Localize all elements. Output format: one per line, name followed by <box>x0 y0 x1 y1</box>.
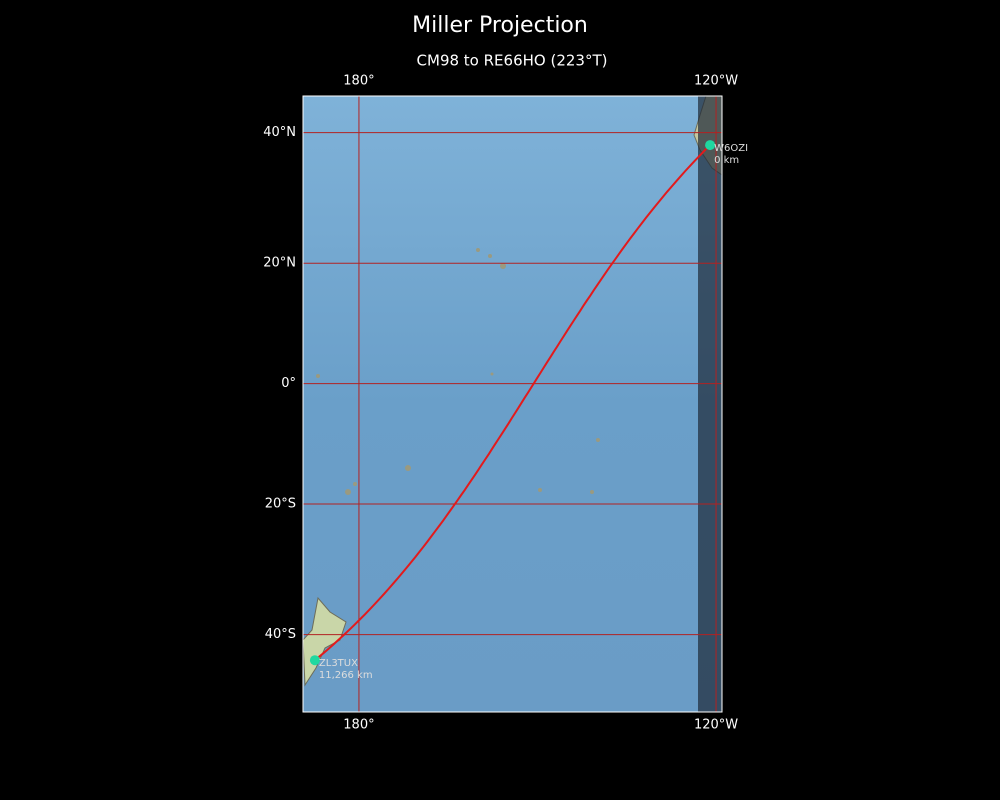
lat-tick-label: 40°N <box>263 125 296 140</box>
map-title: Miller Projection <box>412 13 588 38</box>
lat-tick-label: 40°S <box>265 627 296 642</box>
station-marker <box>309 655 320 666</box>
map-subtitle: CM98 to RE66HO (223°T) <box>417 52 608 70</box>
station-marker <box>705 140 716 151</box>
night-shading <box>698 96 722 712</box>
lon-tick-label: 180° <box>343 718 374 733</box>
islands <box>316 248 600 495</box>
lat-tick-label: 20°N <box>263 256 296 271</box>
lat-tick-label: 20°S <box>265 496 296 511</box>
station-distance: 0 km <box>714 155 739 166</box>
lon-tick-label: 120°W <box>694 74 738 89</box>
lon-tick-label: 180° <box>343 74 374 89</box>
route <box>309 140 716 666</box>
station-distance: 11,266 km <box>319 670 373 681</box>
station-name: ZL3TUX <box>319 658 358 669</box>
great-circle-path <box>314 144 711 661</box>
lon-tick-label: 120°W <box>694 718 738 733</box>
map-frame <box>302 95 723 713</box>
station-name: W6OZI <box>714 143 748 154</box>
ocean <box>303 96 722 712</box>
lat-tick-label: 0° <box>281 376 296 391</box>
graticule <box>303 96 722 712</box>
labels: 180° 180° 120°W 120°W 40°N 20°N 0° 20°S 40°S W6OZ… <box>263 74 748 733</box>
map-area <box>303 96 722 712</box>
